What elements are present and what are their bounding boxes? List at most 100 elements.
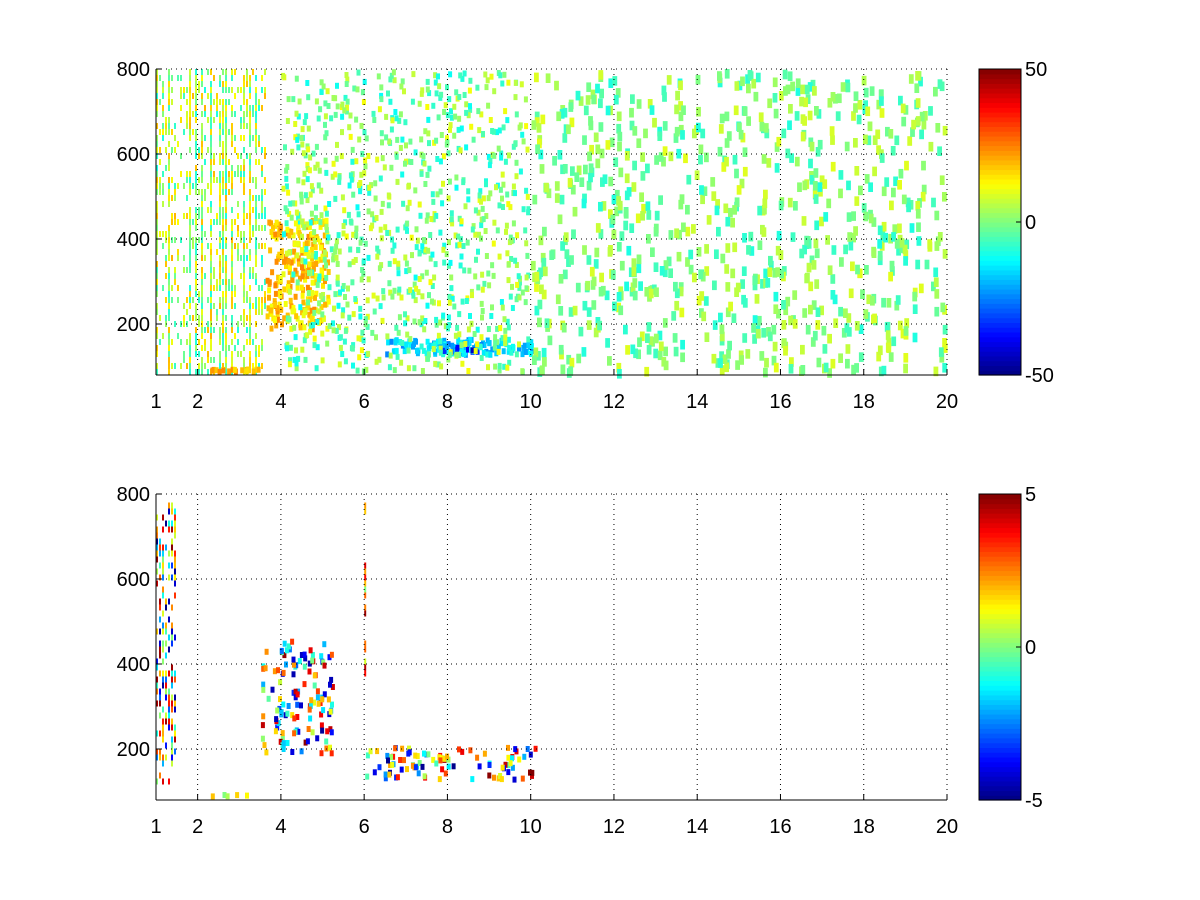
heatmap-cell (517, 124, 522, 131)
heatmap-cell (650, 247, 655, 257)
heatmap-cell (662, 146, 668, 156)
heatmap-cell (868, 182, 873, 192)
heatmap-cell (725, 307, 731, 318)
heatmap-cell (877, 225, 883, 236)
heatmap-cell (159, 147, 161, 153)
heatmap-cell (364, 658, 367, 665)
heatmap-cell (845, 82, 851, 93)
heatmap-cell (586, 82, 592, 92)
heatmap-cell (171, 676, 173, 683)
heatmap-cell (255, 351, 257, 357)
heatmap-cell (442, 347, 447, 354)
heatmap-cell (544, 182, 549, 193)
heatmap-cell (446, 763, 451, 770)
heatmap-cell (156, 303, 158, 309)
heatmap-cell (514, 262, 519, 268)
heatmap-cell (240, 231, 242, 237)
heatmap-cell (283, 205, 288, 212)
heatmap-cell (423, 128, 428, 135)
heatmap-cell (751, 323, 756, 333)
heatmap-cell (159, 730, 161, 737)
heatmap-cell (243, 183, 245, 189)
heatmap-cell (678, 111, 684, 122)
heatmap-cell (246, 75, 248, 81)
heatmap-cell (389, 164, 394, 171)
heatmap-cell (210, 273, 212, 279)
heatmap-cell (189, 249, 191, 255)
heatmap-cell (422, 326, 427, 333)
x-tick-label: 8 (442, 391, 453, 413)
heatmap-cell (455, 324, 460, 331)
heatmap-cell (189, 219, 191, 225)
heatmap-cell (737, 122, 742, 132)
heatmap-cell (534, 117, 540, 127)
heatmap-cell (814, 248, 820, 259)
heatmap-cell (243, 135, 245, 141)
heatmap-cell (505, 117, 510, 124)
x-tick-label: 4 (275, 816, 286, 838)
heatmap-cell (201, 279, 203, 285)
heatmap-cell (506, 79, 511, 86)
heatmap-cell (174, 195, 176, 201)
colorbar-segment (979, 637, 1021, 643)
heatmap-cell (673, 133, 679, 143)
heatmap-cell (219, 201, 221, 207)
colorbar-segment (979, 522, 1021, 529)
heatmap-cell (174, 730, 176, 737)
heatmap-cell (183, 183, 185, 189)
heatmap-cell (189, 69, 191, 75)
heatmap-cell (159, 688, 161, 695)
heatmap-cell (210, 279, 212, 285)
heatmap-cell (222, 147, 224, 153)
heatmap-cell (231, 243, 233, 249)
heatmap-cell (189, 147, 191, 153)
heatmap-cell (277, 221, 282, 228)
heatmap-cell (328, 708, 333, 715)
heatmap-cell (231, 123, 233, 129)
heatmap-cell (171, 718, 173, 725)
heatmap-cell (481, 131, 485, 137)
heatmap-cell (492, 774, 496, 781)
heatmap-cell (719, 324, 725, 335)
heatmap-cell (536, 351, 541, 361)
heatmap-cell (156, 351, 158, 357)
heatmap-cell (912, 304, 918, 314)
heatmap-cell (192, 183, 194, 189)
heatmap-cell (171, 634, 173, 641)
heatmap-cell (359, 122, 364, 129)
heatmap-cell (402, 88, 406, 95)
heatmap-cell (174, 532, 176, 539)
heatmap-cell (168, 670, 170, 677)
heatmap-cell (243, 237, 245, 243)
heatmap-cell (359, 236, 364, 243)
heatmap-cell (156, 75, 158, 81)
heatmap-cell (833, 94, 838, 104)
heatmap-cell (156, 105, 158, 111)
heatmap-cell (201, 153, 203, 159)
heatmap-cell (207, 369, 209, 375)
heatmap-cell (156, 153, 158, 159)
heatmap-cell (186, 99, 188, 105)
heatmap-cell (613, 157, 619, 167)
heatmap-cell (275, 311, 280, 318)
heatmap-cell (315, 318, 320, 325)
heatmap-cell (547, 335, 553, 346)
heatmap-cell (326, 298, 331, 305)
heatmap-cell (246, 105, 248, 111)
heatmap-cell (486, 153, 491, 160)
heatmap-cell (797, 182, 802, 192)
heatmap-cell (385, 230, 390, 236)
heatmap-cell (399, 294, 404, 301)
heatmap-cell (225, 99, 227, 105)
heatmap-cell (216, 309, 218, 315)
heatmap-cell (282, 640, 287, 647)
heatmap-cell (646, 234, 651, 244)
heatmap-cell (853, 138, 858, 148)
heatmap-cell (165, 604, 167, 611)
heatmap-cell (255, 225, 257, 231)
heatmap-cell (500, 195, 504, 202)
heatmap-cell (444, 343, 449, 350)
heatmap-cell (287, 288, 292, 295)
heatmap-cell (745, 349, 751, 359)
heatmap-cell (479, 355, 484, 361)
